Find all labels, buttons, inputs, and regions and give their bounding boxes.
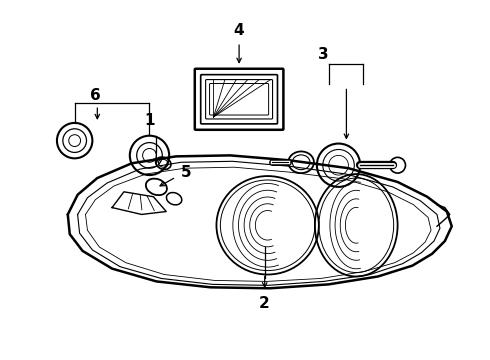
Text: 1: 1 xyxy=(144,113,155,129)
Text: 5: 5 xyxy=(181,165,191,180)
Text: 4: 4 xyxy=(234,23,245,38)
Text: 6: 6 xyxy=(90,88,101,103)
Text: 2: 2 xyxy=(258,296,269,311)
Text: 3: 3 xyxy=(318,48,329,62)
